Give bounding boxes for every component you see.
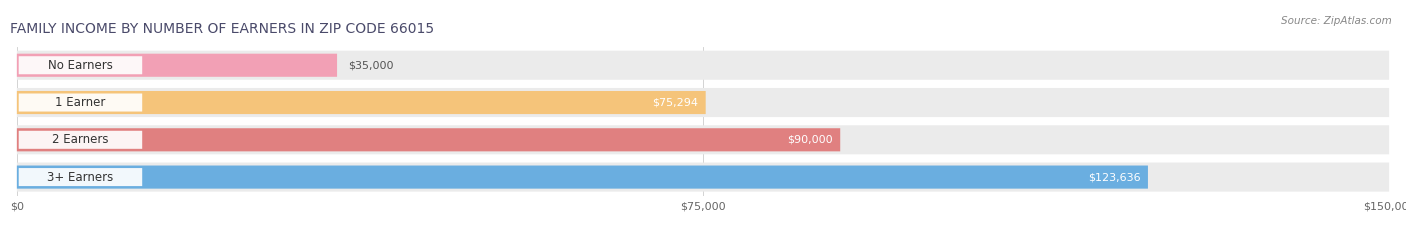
Text: 3+ Earners: 3+ Earners <box>48 171 114 184</box>
FancyBboxPatch shape <box>17 125 1389 154</box>
Text: $35,000: $35,000 <box>349 60 394 70</box>
Text: 1 Earner: 1 Earner <box>55 96 105 109</box>
FancyBboxPatch shape <box>18 168 142 186</box>
Text: $123,636: $123,636 <box>1088 172 1140 182</box>
Text: No Earners: No Earners <box>48 59 112 72</box>
Text: 2 Earners: 2 Earners <box>52 133 108 146</box>
FancyBboxPatch shape <box>17 128 841 151</box>
Text: FAMILY INCOME BY NUMBER OF EARNERS IN ZIP CODE 66015: FAMILY INCOME BY NUMBER OF EARNERS IN ZI… <box>10 22 434 36</box>
FancyBboxPatch shape <box>18 93 142 112</box>
Text: $75,294: $75,294 <box>652 98 699 107</box>
FancyBboxPatch shape <box>17 88 1389 117</box>
Text: $90,000: $90,000 <box>787 135 832 145</box>
FancyBboxPatch shape <box>17 51 1389 80</box>
FancyBboxPatch shape <box>18 56 142 74</box>
FancyBboxPatch shape <box>17 91 706 114</box>
Text: Source: ZipAtlas.com: Source: ZipAtlas.com <box>1281 16 1392 26</box>
FancyBboxPatch shape <box>17 54 337 77</box>
FancyBboxPatch shape <box>17 163 1389 192</box>
FancyBboxPatch shape <box>18 131 142 149</box>
FancyBboxPatch shape <box>17 165 1147 189</box>
